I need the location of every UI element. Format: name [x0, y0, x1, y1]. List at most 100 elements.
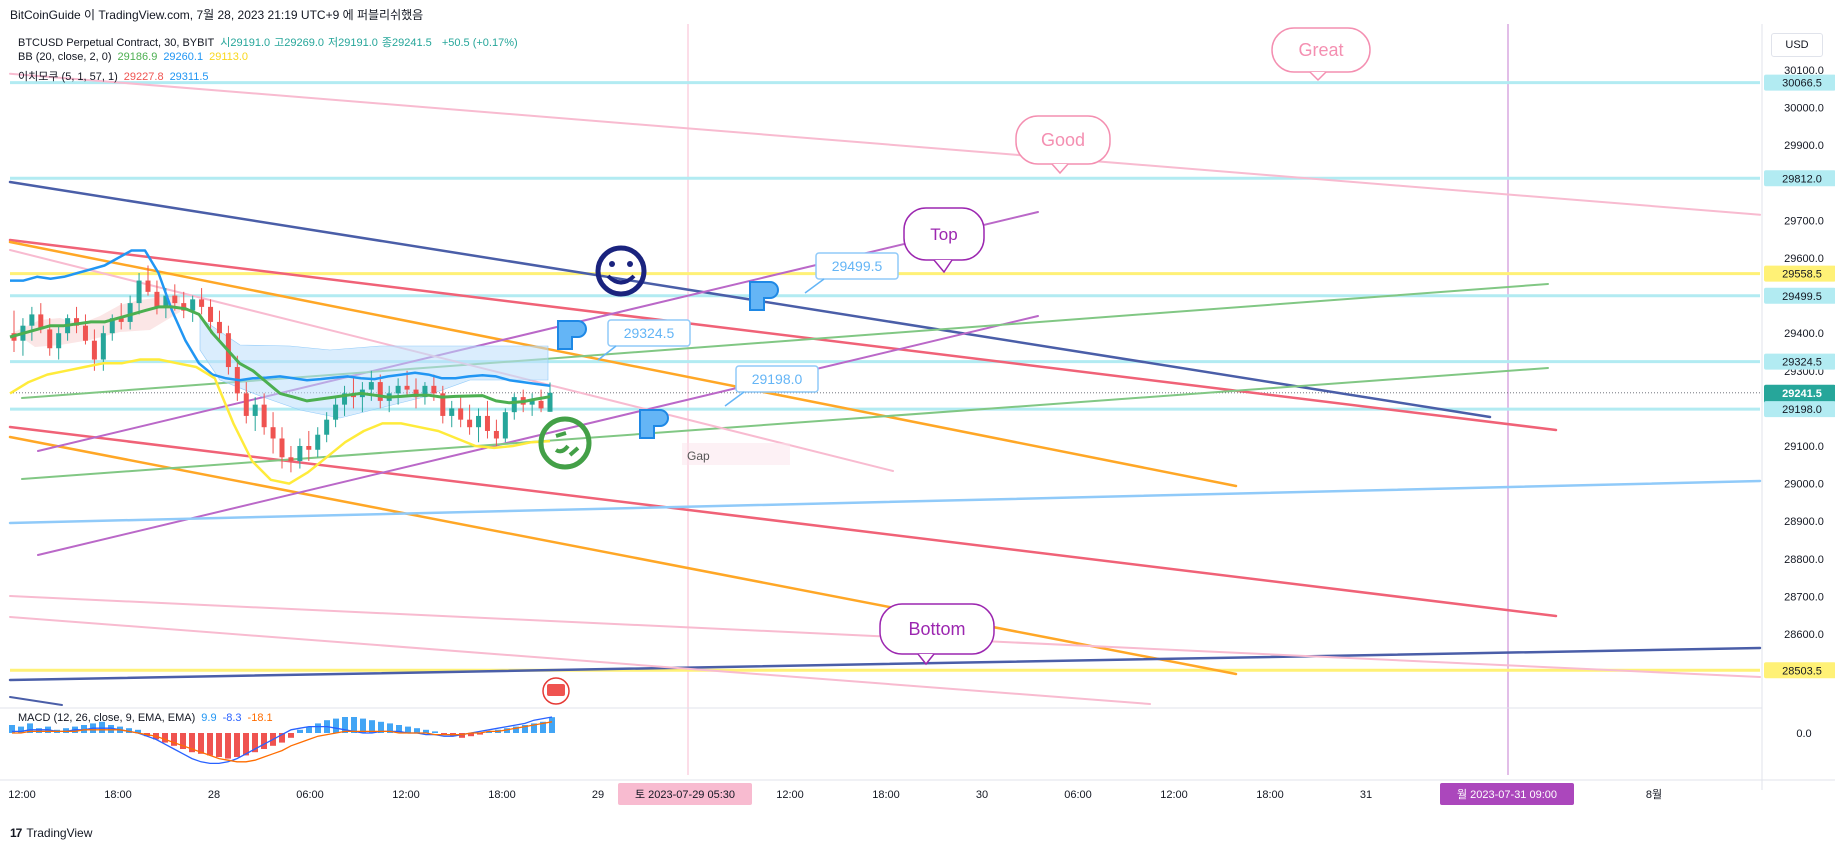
price-callout-text: 29198.0	[752, 371, 803, 387]
macd-hist-bar	[81, 725, 87, 733]
candle-body	[190, 299, 196, 311]
tradingview-brand[interactable]: 17 TradingView	[10, 826, 92, 840]
time-tick-12: 12:00	[1160, 789, 1188, 801]
price-label-5: 29241.5	[1782, 388, 1822, 400]
legend-bb-basis: 29186.9	[117, 51, 158, 63]
legend-ohlc-2: 저29191.0	[328, 37, 378, 49]
candle-body	[422, 385, 428, 398]
speech-bubble-tail	[1309, 71, 1327, 82]
legend-bb-row[interactable]: BB (20, close, 2, 0) 29186.9 29260.1 29113.…	[18, 51, 254, 63]
time-tick-10: 30	[976, 789, 988, 801]
price-tick-7: 29100.0	[1784, 441, 1824, 453]
smiley-confused-icon	[538, 416, 592, 470]
macd-hist-bar	[234, 733, 240, 757]
macd-hist-bar	[225, 733, 231, 759]
price-callout-pointer	[724, 391, 745, 407]
price-label-6: 29198.0	[1782, 404, 1822, 416]
macd-hist-bar	[63, 728, 69, 733]
candle-body	[502, 412, 508, 439]
candle-body	[511, 397, 517, 413]
legend-ichimoku-1: 29227.8	[123, 71, 164, 83]
candle-body	[368, 382, 374, 390]
macd-hist-bar	[162, 733, 168, 743]
macd-hist-bar	[9, 725, 15, 733]
lightblue-trend	[8, 479, 1762, 525]
orange-trend-1	[8, 240, 1238, 488]
candle-body	[413, 389, 419, 398]
price-callout-pointer	[804, 278, 825, 294]
macd-zero-label: 0.0	[1796, 728, 1811, 740]
macd-hist-bar	[360, 718, 366, 733]
macd-hist-bar	[189, 733, 195, 753]
macd-hist-bar	[306, 726, 312, 733]
candle-body	[467, 419, 473, 428]
legend-macd-row[interactable]: MACD (12, 26, close, 9, EMA, EMA) 9.9 -8.3…	[18, 712, 279, 724]
macd-hist-bar	[216, 733, 222, 757]
smiley-eye	[627, 261, 633, 267]
time-tick-3: 06:00	[296, 789, 324, 801]
time-tick-14: 31	[1360, 789, 1372, 801]
candle-body	[333, 404, 339, 420]
smiley-mouth	[606, 274, 636, 285]
candle-body	[163, 295, 169, 307]
time-tick-0: 12:00	[8, 789, 36, 801]
pointing-hand-icon	[749, 281, 779, 311]
pink-trend-low-2	[9, 616, 1151, 705]
candle-body	[529, 400, 535, 405]
red-trend-2	[8, 425, 1558, 618]
macd-hist-bar	[36, 728, 42, 733]
legend-bb-upper: 29260.1	[163, 51, 204, 63]
green-trend-2	[21, 367, 1549, 480]
macd-hist-bar	[108, 725, 114, 733]
candle-body	[109, 318, 115, 334]
macd-hist-bar	[369, 720, 375, 733]
price-label-7: 28503.5	[1782, 665, 1822, 677]
macd-hist-bar	[378, 721, 384, 733]
macd-hist-bar	[279, 733, 285, 743]
candle-body	[538, 400, 544, 409]
candle-body	[261, 404, 267, 428]
candle-body	[324, 419, 330, 435]
time-highlight-box	[618, 783, 752, 805]
thumbs-hand-icon	[557, 320, 587, 350]
candle-body	[270, 427, 276, 439]
orange-trend-2	[8, 435, 1238, 676]
macd-hist-bar	[27, 723, 33, 733]
legend-bb-lower: 29113.0	[209, 51, 249, 63]
legend-symbol-row: BTCUSD Perpetual Contract, 30, BYBIT 시291…	[18, 34, 524, 50]
macd-hist-bar	[315, 723, 321, 733]
candle-body	[288, 457, 294, 462]
macd-hist-bar	[522, 725, 528, 733]
macd-hist-bar	[126, 728, 132, 733]
bb-basis-line	[9, 305, 551, 405]
candle-body	[243, 393, 249, 416]
macd-hist-bar	[459, 733, 465, 738]
candle-body	[547, 392, 553, 412]
candle-body	[82, 325, 88, 341]
time-tick-5: 18:00	[488, 789, 516, 801]
time-tick-4: 12:00	[392, 789, 420, 801]
price-label-1: 29812.0	[1782, 173, 1822, 185]
time-tick-9: 18:00	[872, 789, 900, 801]
speech-bubble-bottom	[879, 603, 995, 655]
legend-ichimoku-row[interactable]: 이치모쿠 (5, 1, 57, 1) 29227.8 29311.5	[18, 68, 215, 84]
legend-bb-label: BB (20, close, 2, 0)	[18, 51, 112, 63]
price-callout-pointer	[597, 345, 617, 361]
macd-hist-bar	[486, 731, 492, 733]
macd-hist-bar	[99, 721, 105, 733]
price-label-4: 29324.5	[1782, 357, 1822, 369]
price-tick-8: 29000.0	[1784, 479, 1824, 491]
currency-button[interactable]: USD	[1771, 33, 1823, 57]
candle-body	[431, 385, 437, 394]
macd-hist-bar	[468, 733, 474, 737]
cloud-blue	[199, 317, 549, 419]
purple-channel-1	[37, 211, 1039, 452]
macd-hist-bar	[441, 733, 447, 735]
candle-body	[315, 434, 321, 450]
legend-symbol[interactable]: BTCUSD Perpetual Contract, 30, BYBIT	[18, 37, 215, 49]
candle-body	[74, 318, 80, 326]
price-tick-12: 28600.0	[1784, 629, 1824, 641]
candle-body	[100, 333, 106, 360]
